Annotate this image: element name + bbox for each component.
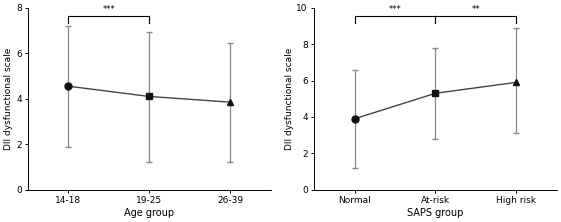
X-axis label: SAPS group: SAPS group: [407, 208, 463, 218]
Y-axis label: DII dysfunctional scale: DII dysfunctional scale: [284, 48, 293, 150]
Text: ***: ***: [389, 5, 401, 14]
X-axis label: Age group: Age group: [124, 208, 174, 218]
Text: ***: ***: [103, 5, 115, 14]
Y-axis label: DII dysfunctional scale: DII dysfunctional scale: [4, 48, 13, 150]
Text: **: **: [472, 5, 480, 14]
